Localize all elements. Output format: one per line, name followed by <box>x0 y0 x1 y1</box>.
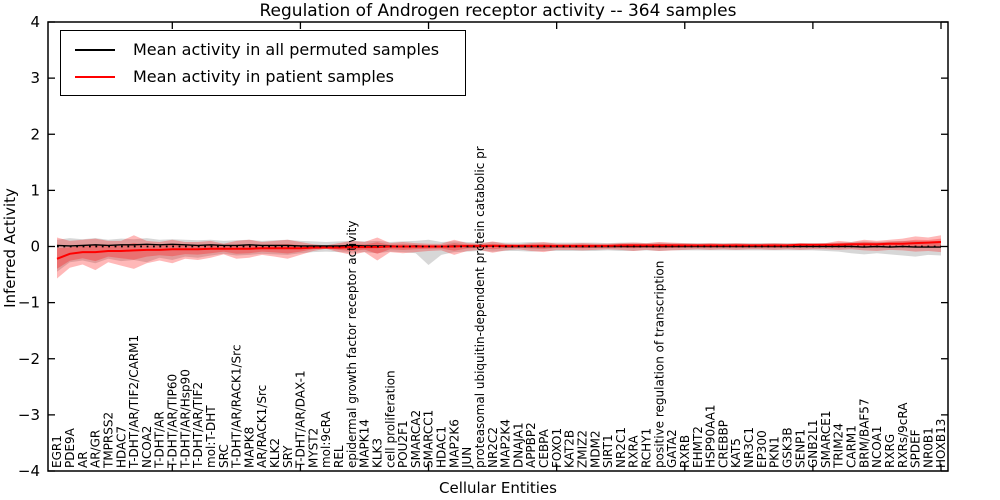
x-tick-label: MDM2 <box>588 430 602 468</box>
x-tick-label: positive regulation of transcription <box>652 261 666 468</box>
x-tick-label: SIRT1 <box>601 434 615 468</box>
x-tick-label: HOXB13 <box>934 419 948 468</box>
x-tick-label: RXRA <box>627 435 641 468</box>
legend-entry-permuted: Mean activity in all permuted samples <box>75 40 439 59</box>
legend-entry-patient: Mean activity in patient samples <box>75 67 439 86</box>
y-tick-label: −4 <box>18 462 40 480</box>
y-tick-label: 2 <box>30 125 40 143</box>
x-tick-label: mol:T-DHT <box>204 405 218 468</box>
x-tick-label: mol:9cRA <box>319 411 333 468</box>
x-tick-label: T-DHT/AR/TIF2 <box>191 382 205 469</box>
x-tick-label: NR0B1 <box>921 427 935 468</box>
x-tick-label: EP300 <box>755 430 769 468</box>
x-tick-label: MAP2K6 <box>447 419 461 468</box>
x-tick-label: FOXO1 <box>550 428 564 468</box>
legend-label-permuted: Mean activity in all permuted samples <box>133 40 440 59</box>
x-tick-label: SMARCA2 <box>409 410 423 468</box>
x-tick-label: HDAC1 <box>435 426 449 468</box>
x-tick-label: MAPK14 <box>358 419 372 468</box>
x-tick-label: GATA2 <box>665 429 679 468</box>
x-tick-label: RXRs/9cRA <box>896 402 910 468</box>
x-tick-label: ZMIZ2 <box>575 430 589 468</box>
x-tick-label: KLK3 <box>370 438 384 468</box>
y-tick-label: 0 <box>30 238 40 256</box>
x-tick-label: SMARCE1 <box>819 410 833 468</box>
x-tick-label: MAP2K4 <box>499 419 513 468</box>
x-tick-label: T-DHT/AR/TIP60 <box>166 374 180 469</box>
x-tick-label: CARM1 <box>845 425 859 468</box>
x-tick-label: EHMT2 <box>691 426 705 468</box>
x-tick-label: SRC <box>217 444 231 468</box>
y-tick-label: −1 <box>18 294 40 312</box>
x-tick-label: MYST2 <box>306 428 320 468</box>
x-tick-label: proteasomal ubiquitin-dependent protein … <box>473 146 487 468</box>
x-tick-label: RXRG <box>883 434 897 468</box>
x-tick-label: epidermal growth factor receptor activit… <box>345 221 359 468</box>
axis-frame <box>47 21 949 472</box>
legend-line-red-icon <box>75 75 115 78</box>
x-tick-label: TRIM24 <box>832 423 846 469</box>
y-tick-label: −3 <box>18 406 40 424</box>
x-tick-label: GNB2L1 <box>806 420 820 468</box>
legend-line-black-icon <box>75 48 115 51</box>
x-tick-label: SRY <box>281 445 295 468</box>
x-tick-label: APPBP2 <box>524 422 538 468</box>
x-tick-label: SMARCC1 <box>422 410 436 468</box>
legend: Mean activity in all permuted samples Me… <box>60 30 467 96</box>
x-tick-label: AR/GR <box>89 430 103 468</box>
x-tick-label: KAT5 <box>729 438 743 468</box>
x-tick-label: NCOA1 <box>870 426 884 468</box>
x-tick-label: PDE9A <box>63 427 77 468</box>
x-tick-label: cell proliferation <box>383 370 397 468</box>
x-tick-label: BRM/BAF57 <box>857 398 871 468</box>
y-tick-label: −2 <box>18 350 40 368</box>
y-tick-label: 1 <box>30 181 40 199</box>
x-tick-label: RXRB <box>678 435 692 468</box>
x-tick-label: SENP1 <box>793 429 807 468</box>
x-tick-label: T-DHT/AR/DAX-1 <box>294 370 308 469</box>
y-tick-label: 4 <box>30 13 40 31</box>
x-tick-label: T-DHT/AR <box>153 411 167 469</box>
chart-title: Regulation of Androgen receptor activity… <box>259 1 737 21</box>
x-tick-label: KLK2 <box>268 438 282 468</box>
x-tick-label: GSK3B <box>780 427 794 468</box>
x-tick-label: HSP90AA1 <box>704 404 718 468</box>
legend-label-patient: Mean activity in patient samples <box>133 67 394 86</box>
x-tick-label: KAT2B <box>563 430 577 468</box>
x-tick-label: T-DHT/AR/TIF2/CARM1 <box>127 335 141 469</box>
x-tick-label: NCOA2 <box>140 426 154 468</box>
x-tick-label: RCHY1 <box>640 428 654 468</box>
x-tick-label: NR2C1 <box>614 427 628 468</box>
x-tick-label: NR3C1 <box>742 427 756 468</box>
x-tick-label: TMPRSS2 <box>101 412 115 469</box>
x-tick-label: T-DHT/AR/Hsp90 <box>178 369 192 469</box>
x-tick-label: AR <box>76 451 90 468</box>
x-tick-label: NR2C2 <box>486 427 500 468</box>
y-tick-label: 3 <box>30 69 40 87</box>
x-tick-label: EGR1 <box>50 435 64 468</box>
x-tick-label: CREBBP <box>716 420 730 468</box>
x-tick-label: POU2F1 <box>396 420 410 468</box>
x-tick-label: HDAC7 <box>114 426 128 468</box>
x-tick-label: SPDEF <box>909 429 923 468</box>
x-tick-label: REL <box>332 445 346 468</box>
x-tick-label: AR/RACK1/Src <box>255 385 269 468</box>
x-tick-label: DNAJA1 <box>511 422 525 468</box>
x-tick-label: MAPK8 <box>242 427 256 468</box>
x-tick-label: JUN <box>460 447 474 469</box>
x-tick-label: CEBPA <box>537 428 551 468</box>
x-axis-label: Cellular Entities <box>439 479 557 497</box>
x-tick-label: T-DHT/AR/RACK1/Src <box>230 345 244 469</box>
x-tick-label: PKN1 <box>768 436 782 468</box>
